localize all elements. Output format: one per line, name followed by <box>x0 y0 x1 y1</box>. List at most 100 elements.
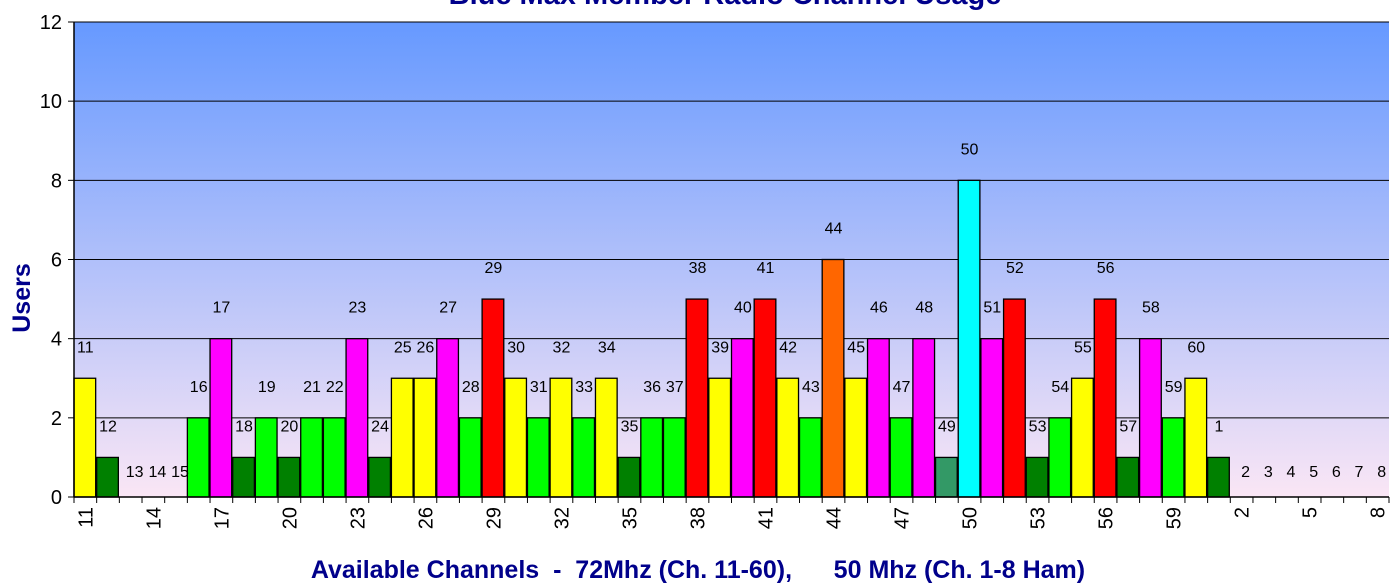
x-tick-label: 20 <box>279 507 301 529</box>
data-label-51: 51 <box>983 300 1001 317</box>
data-label-38: 38 <box>689 260 707 277</box>
bar-19 <box>254 417 278 498</box>
y-tick-label: 8 <box>51 170 62 192</box>
bar-33 <box>572 417 596 498</box>
y-tick-label: 10 <box>40 91 62 113</box>
bar-23 <box>345 338 369 498</box>
bar-26 <box>413 377 437 498</box>
data-label-20: 20 <box>280 418 298 435</box>
bar-18 <box>232 456 256 498</box>
bar-41 <box>753 298 777 498</box>
data-label-17: 17 <box>212 300 230 317</box>
bar-59 <box>1161 417 1185 498</box>
y-tick-label: 4 <box>51 329 62 351</box>
data-label-40: 40 <box>734 300 752 317</box>
data-label-12: 12 <box>99 418 117 435</box>
bar-36 <box>640 417 664 498</box>
bar-56 <box>1093 298 1117 498</box>
y-tick-label: 2 <box>51 408 62 430</box>
x-axis-label: Available Channels - 72Mhz (Ch. 11-60), … <box>311 556 1085 584</box>
bar-35 <box>617 456 641 498</box>
bar-43 <box>798 417 822 498</box>
data-label-1: 1 <box>1215 418 1224 435</box>
bar-27 <box>436 338 460 498</box>
data-label-58: 58 <box>1142 300 1160 317</box>
data-label-59: 59 <box>1165 379 1183 396</box>
x-tick-label: 32 <box>551 507 573 529</box>
bar-48 <box>912 338 936 498</box>
x-tick-label: 14 <box>143 507 165 529</box>
data-label-35: 35 <box>621 418 639 435</box>
data-label-14: 14 <box>148 464 166 481</box>
data-label-11: 11 <box>77 339 94 356</box>
x-tick-label: 29 <box>483 507 505 529</box>
bar-29 <box>481 298 505 498</box>
bar-44 <box>821 258 845 498</box>
x-tick-label: 5 <box>1300 507 1322 518</box>
data-label-34: 34 <box>598 339 616 356</box>
bar-24 <box>368 456 392 498</box>
data-label-49: 49 <box>938 418 956 435</box>
bars <box>73 179 1230 498</box>
x-tick-label: 44 <box>824 507 846 529</box>
data-label-50: 50 <box>961 141 979 158</box>
data-label-55: 55 <box>1074 339 1092 356</box>
chart-title: Blue Max Member Radio Channel Usage <box>449 0 1002 11</box>
x-tick-label: 2 <box>1232 507 1254 518</box>
data-label-8: 8 <box>1377 464 1386 481</box>
data-label-31: 31 <box>530 379 548 396</box>
bar-58 <box>1138 338 1162 498</box>
bar-45 <box>844 377 868 498</box>
data-label-48: 48 <box>915 300 933 317</box>
bar-20 <box>277 456 301 498</box>
x-tick-label: 47 <box>892 507 914 529</box>
bar-50 <box>957 179 981 498</box>
data-label-56: 56 <box>1097 260 1115 277</box>
data-label-16: 16 <box>190 379 208 396</box>
data-label-46: 46 <box>870 300 888 317</box>
data-label-24: 24 <box>371 418 389 435</box>
bar-47 <box>889 417 913 498</box>
data-label-5: 5 <box>1309 464 1318 481</box>
data-label-47: 47 <box>893 379 911 396</box>
bar-55 <box>1070 377 1094 498</box>
bar-51 <box>980 338 1004 498</box>
data-label-27: 27 <box>439 300 457 317</box>
bar-16 <box>186 417 210 498</box>
bar-57 <box>1116 456 1140 498</box>
data-label-37: 37 <box>666 379 684 396</box>
data-label-4: 4 <box>1287 464 1296 481</box>
bar-60 <box>1184 377 1208 498</box>
y-axis-label: Users <box>8 263 36 333</box>
bar-49 <box>934 456 958 498</box>
data-label-15: 15 <box>171 464 189 481</box>
bar-12 <box>96 456 119 498</box>
y-tick-label: 6 <box>51 250 62 272</box>
bar-53 <box>1025 456 1049 498</box>
data-label-30: 30 <box>507 339 525 356</box>
bar-11 <box>73 377 97 498</box>
y-tick-labels: 0 2 4 6 8 10 12 <box>40 12 74 509</box>
data-label-41: 41 <box>757 260 775 277</box>
x-tick-label: 38 <box>687 507 709 529</box>
x-tick-labels: 11 14 17 20 23 26 29 32 35 38 41 44 47 50 53 56 59 2 5 8 <box>73 497 1390 529</box>
bar-21 <box>300 417 324 498</box>
bar-42 <box>776 377 800 498</box>
x-tick-label: 50 <box>960 507 982 529</box>
bar-39 <box>708 377 732 498</box>
data-label-7: 7 <box>1355 464 1364 481</box>
data-label-21: 21 <box>303 379 321 396</box>
x-tick-label: 35 <box>619 507 641 529</box>
data-label-29: 29 <box>485 260 503 277</box>
data-label-60: 60 <box>1187 339 1205 356</box>
y-tick-label: 12 <box>40 12 62 34</box>
data-label-54: 54 <box>1051 379 1069 396</box>
bar-32 <box>549 377 573 498</box>
data-label-13: 13 <box>126 464 144 481</box>
data-label-36: 36 <box>643 379 661 396</box>
bar-31 <box>526 417 550 498</box>
x-tick-label: 11 <box>75 507 97 528</box>
data-label-2: 2 <box>1241 464 1250 481</box>
